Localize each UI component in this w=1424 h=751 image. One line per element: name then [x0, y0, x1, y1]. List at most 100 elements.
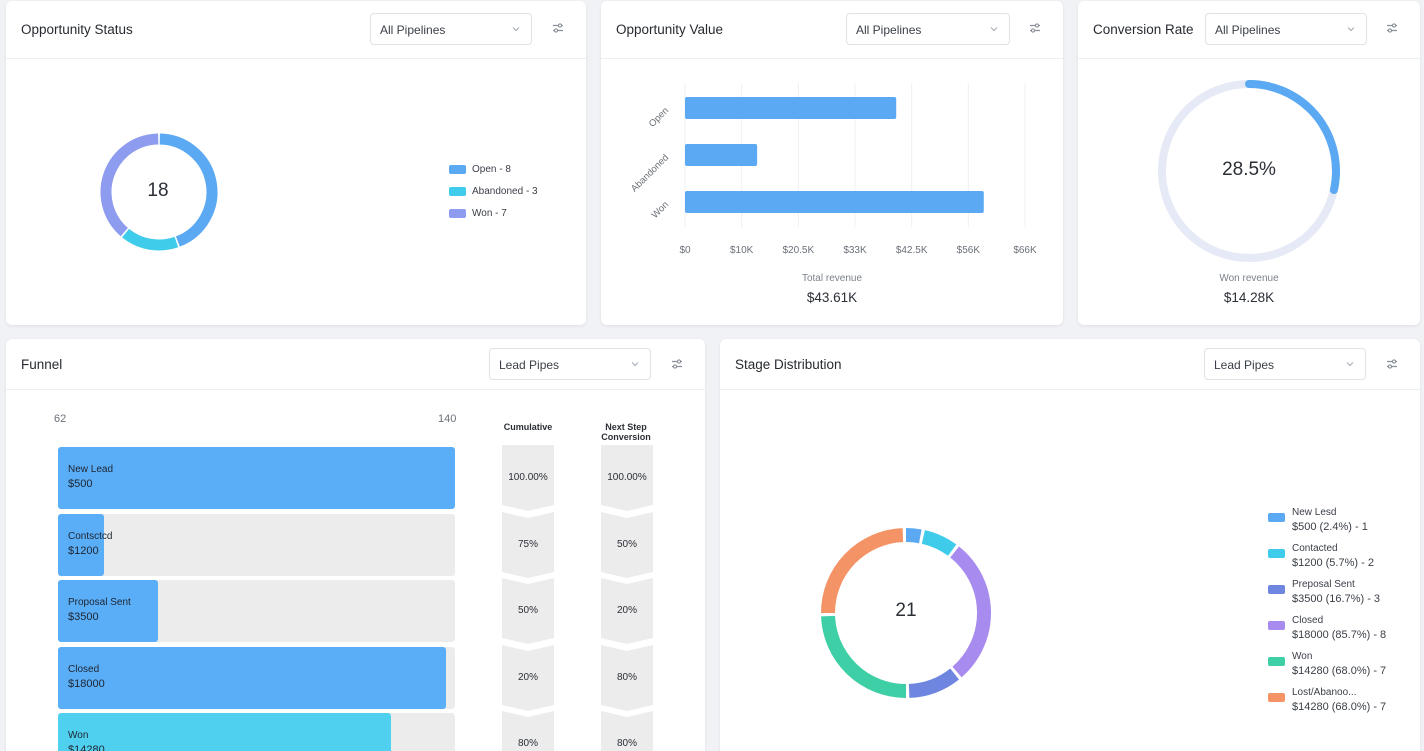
- card-title: Stage Distribution: [735, 357, 842, 372]
- cumulative-cell: 80%: [502, 711, 554, 751]
- legend-name: New Lesd: [1292, 507, 1337, 518]
- bar-abandoned[interactable]: [685, 144, 758, 166]
- stage-distribution-card: Stage Distribution Lead Pipes 21: [720, 339, 1420, 751]
- legend-detail: $18000 (85.7%) - 8: [1292, 629, 1387, 641]
- funnel-stage-label: Contsctcd $1200: [68, 530, 112, 558]
- pipeline-select[interactable]: All Pipelines: [846, 13, 1010, 45]
- card-title: Opportunity Status: [21, 22, 133, 37]
- legend-item: Contacted $1200 (5.7%) - 2: [1268, 542, 1418, 572]
- conversion-rate-card: Conversion Rate All Pipelines 28.5% Won …: [1078, 1, 1420, 325]
- legend-swatch: [1268, 621, 1285, 630]
- legend-name: Contacted: [1292, 543, 1338, 554]
- legend-swatch: [449, 209, 466, 218]
- donut-slice-abandoned[interactable]: [122, 228, 179, 251]
- filter-settings-icon[interactable]: [670, 357, 684, 371]
- next-step-cell: 80%: [601, 644, 653, 711]
- conversion-value: 75%: [517, 538, 538, 550]
- x-tick-label: $0: [679, 245, 691, 256]
- legend-item: Won - 7: [449, 208, 507, 219]
- chevron-down-icon: [1347, 27, 1355, 32]
- filter-settings-icon[interactable]: [1385, 21, 1399, 35]
- funnel-stage-label: Proposal Sent $3500: [68, 596, 131, 624]
- cumulative-cell: 75%: [502, 511, 554, 578]
- funnel-bar[interactable]: [58, 646, 446, 709]
- donut-slice-stage-1[interactable]: [921, 530, 957, 556]
- funnel-stage-value: $3500: [68, 611, 99, 623]
- chevron-shape: [601, 644, 653, 711]
- chevron-down-icon: [512, 27, 520, 32]
- opportunity-value-bar-chart: $0 $10K $20.5K $33K $42.5K $56K $66K Open Abando…: [629, 83, 1037, 256]
- funnel-bar[interactable]: [58, 447, 455, 509]
- legend-item: Closed $18000 (85.7%) - 8: [1268, 614, 1418, 644]
- conversion-value: 20%: [517, 671, 538, 683]
- donut-slice-stage-4[interactable]: [821, 615, 907, 698]
- donut-slice-stage-2[interactable]: [908, 668, 959, 698]
- total-revenue-value: $43.61K: [806, 290, 858, 305]
- legend-detail: $14280 (68.0%) - 7: [1292, 665, 1387, 677]
- legend-swatch: [449, 165, 466, 174]
- legend-swatch: [1268, 657, 1285, 666]
- conversion-value: 80%: [517, 738, 538, 749]
- next-step-header: Next Step Conversion: [601, 422, 651, 442]
- donut-slice-open[interactable]: [159, 133, 218, 247]
- filter-settings-icon[interactable]: [1385, 357, 1399, 371]
- card-header: Opportunity Value All Pipelines: [601, 1, 1063, 59]
- next-step-cell: 20%: [601, 578, 653, 644]
- select-value: All Pipelines: [380, 23, 446, 37]
- bar-open[interactable]: [685, 97, 897, 119]
- legend-swatch: [1268, 585, 1285, 594]
- legend-item: Open - 8: [449, 164, 511, 175]
- chevron-shape: [601, 511, 653, 578]
- legend-item: Lost/Abanoo... $14280 (68.0%) - 7: [1268, 686, 1418, 716]
- donut-slice-stage-0[interactable]: [905, 528, 922, 544]
- legend-name: Lost/Abanoo...: [1292, 687, 1357, 698]
- funnel-bar[interactable]: [58, 513, 104, 576]
- next-step-cell: 100.00%: [601, 445, 653, 511]
- next-step-cell: 50%: [601, 511, 653, 578]
- funnel-bar[interactable]: [58, 713, 391, 751]
- bar-won[interactable]: [685, 191, 984, 213]
- status-donut: [100, 133, 218, 251]
- funnel-stage-label: New Lead $500: [68, 463, 113, 491]
- chevron-down-icon: [1346, 362, 1354, 367]
- card-header: Opportunity Status All Pipelines: [6, 1, 586, 59]
- donut-slice-won[interactable]: [100, 133, 159, 237]
- funnel-stage-value: $18000: [68, 677, 105, 690]
- legend-detail: $1200 (5.7%) - 2: [1292, 557, 1374, 569]
- filter-settings-icon[interactable]: [551, 21, 565, 35]
- opportunity-status-card: Opportunity Status All Pipelines 18 Open…: [6, 1, 586, 325]
- funnel-bar[interactable]: [58, 580, 159, 642]
- x-tick-label: $66K: [1013, 245, 1037, 256]
- legend-name: Preposal Sent: [1292, 579, 1355, 590]
- card-title: Funnel: [21, 357, 63, 372]
- x-tick-label: $33K: [843, 245, 867, 256]
- pipeline-select[interactable]: Lead Pipes: [489, 348, 651, 380]
- y-tick-label: Won: [650, 199, 671, 220]
- funnel-stage-label: Won $14280: [68, 729, 105, 751]
- cumulative-cell: 20%: [502, 644, 554, 711]
- donut-slice-stage-5[interactable]: [821, 528, 904, 614]
- y-tick-label: Abandoned: [629, 152, 671, 194]
- won-revenue-label: Won revenue: [1219, 273, 1279, 284]
- pipeline-select[interactable]: All Pipelines: [1205, 13, 1367, 45]
- pipeline-select[interactable]: Lead Pipes: [1204, 348, 1366, 380]
- funnel-track: [58, 513, 455, 576]
- legend-name: Won: [1292, 651, 1313, 662]
- cumulative-cell: 100.00%: [502, 445, 554, 511]
- funnel-stage-value: $1200: [68, 544, 99, 557]
- won-revenue-value: $14.28K: [1223, 290, 1275, 305]
- donut-slice-stage-3[interactable]: [950, 546, 991, 678]
- chevron-shape: [502, 511, 554, 578]
- filter-settings-icon[interactable]: [1028, 21, 1042, 35]
- card-title: Opportunity Value: [616, 22, 724, 37]
- pipeline-select[interactable]: All Pipelines: [370, 13, 532, 45]
- conversion-value: 100.00%: [607, 472, 647, 483]
- chevron-shape: [601, 445, 653, 511]
- funnel-stage-name: Won: [68, 730, 89, 741]
- opportunity-value-card: Opportunity Value All Pipelines $0 $10K $2…: [601, 1, 1063, 325]
- funnel-stage-name: New Lead: [68, 464, 114, 475]
- funnel-stage-name: Proposal Sent: [68, 597, 131, 608]
- legend-swatch: [1268, 693, 1285, 702]
- conversion-gauge: [1158, 80, 1340, 262]
- cumulative-cell: 50%: [502, 578, 554, 644]
